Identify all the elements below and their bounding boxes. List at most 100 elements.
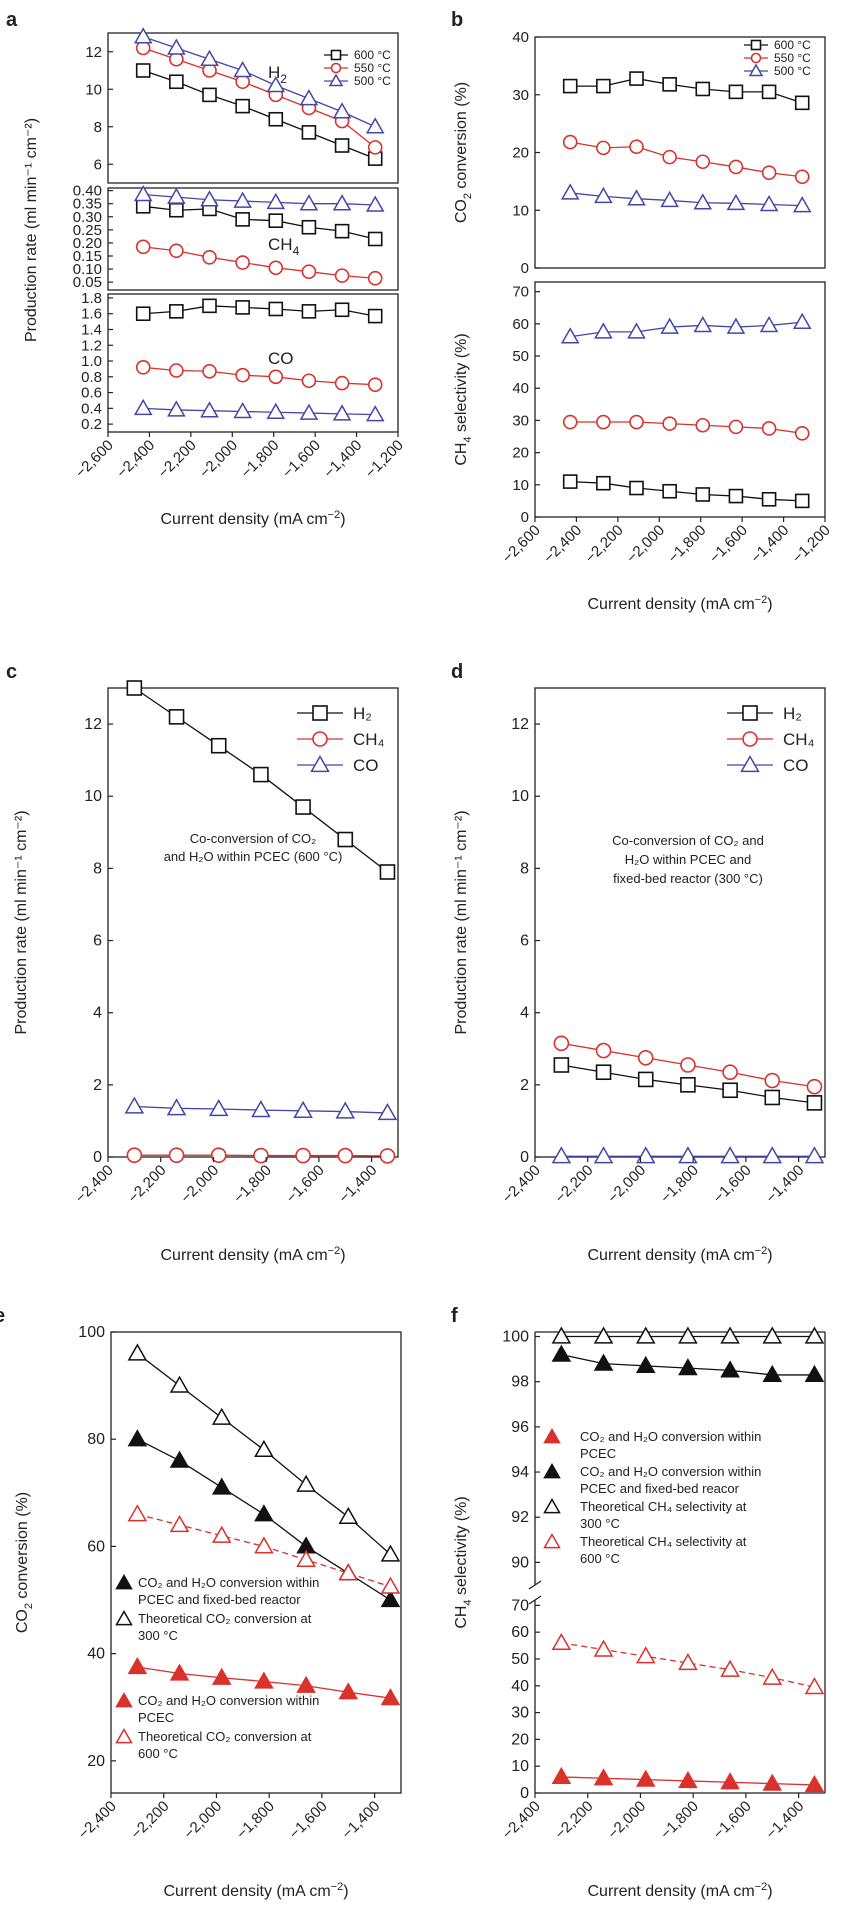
series-0-point xyxy=(253,766,269,783)
series-0-point xyxy=(595,1064,612,1081)
series-2-point xyxy=(762,1326,783,1344)
series-1-point xyxy=(338,1506,359,1525)
panel-e: e 20 40 60 80 100 −2,400−2,200−2,000−1,800−1,6… xyxy=(0,1305,402,1900)
legend-label: CO xyxy=(783,756,809,775)
y-tick-label: 30 xyxy=(512,87,529,104)
series-CH4sel-2-point xyxy=(693,315,713,333)
series-CO2conv-0-point xyxy=(728,84,744,100)
legend-marker xyxy=(115,1573,133,1590)
x-axis-label: Current density (mA cm−2) xyxy=(163,1881,348,1900)
series-CO2conv-0-point xyxy=(761,84,777,100)
legend-marker xyxy=(750,39,762,51)
series-CH4sel-0-point xyxy=(662,483,677,499)
series-CO-2-point xyxy=(266,402,286,420)
x-axis-label-close: ) xyxy=(340,511,345,528)
series-CH4sel-2-point xyxy=(560,327,580,344)
subplot-CH4: 0.050.100.150.200.250.300.350.40 CH4 xyxy=(73,183,399,291)
panel-label: e xyxy=(0,1305,5,1327)
series-2-point xyxy=(720,1146,740,1164)
legend-label: PCEC xyxy=(138,1710,174,1725)
legend-marker xyxy=(310,754,330,773)
x-tick-label: −1,600 xyxy=(710,1798,755,1843)
x-tick-label: −2,400 xyxy=(72,1162,117,1207)
x-tick-label: −2,400 xyxy=(499,1798,544,1843)
y-axis-label-main: CO xyxy=(14,1609,31,1633)
y-tick-label: 0.8 xyxy=(81,369,102,386)
plot-frame xyxy=(534,281,826,518)
panel-d: d 0 2 4 6 8 10 12 −2,400 −2,200 −2,000 −1,800 −1,600… xyxy=(451,661,826,1264)
y-axis-label-main: CH xyxy=(453,1606,470,1629)
y-tick-label: 40 xyxy=(512,29,529,46)
series-1-point xyxy=(253,1147,269,1164)
legend-marker xyxy=(312,705,328,721)
y-axis-label-sub: 4 xyxy=(462,436,474,442)
x-tick-label: −2,400 xyxy=(113,437,158,482)
legend-label: Theoretical CH₄ selectivity at xyxy=(580,1499,747,1514)
legend-label: CO₂ and H₂O conversion within xyxy=(138,1575,319,1590)
legend-label: CO₂ and H₂O conversion within xyxy=(580,1464,761,1479)
series-CH4-0-point xyxy=(135,199,151,214)
axis-break-mark xyxy=(528,1595,542,1605)
series-2-point xyxy=(762,1146,783,1164)
y-tick-label: 20 xyxy=(512,445,529,462)
y-axis-label: CH4 selectivity (%) xyxy=(453,1496,474,1628)
legend-marker xyxy=(742,731,758,747)
x-axis-label-close: ) xyxy=(767,1883,772,1900)
x-axis-label-sup: −2 xyxy=(328,509,341,521)
series-1-point xyxy=(379,1148,396,1164)
x-tick-label: −2,200 xyxy=(552,1162,597,1207)
y-tick-label: 50 xyxy=(512,348,529,365)
y-tick-label: 4 xyxy=(520,1005,529,1022)
x-axis-label-text: Current density (mA cm xyxy=(587,1247,754,1264)
legend-marker xyxy=(543,1532,561,1549)
x-tick-label: −2,200 xyxy=(552,1798,597,1843)
x-tick-label: −1,200 xyxy=(789,522,834,567)
series-0-point xyxy=(806,1095,823,1111)
series-H2-2-point xyxy=(266,75,286,93)
x-tick-label: −2,400 xyxy=(540,522,585,567)
series-2-point xyxy=(377,1102,398,1121)
y-axis-label-sub: 2 xyxy=(23,1603,35,1609)
series-0-point xyxy=(720,1772,740,1790)
y-axis-label-rest: conversion (%) xyxy=(453,82,470,193)
series-CO-2-point xyxy=(133,398,153,416)
series-CH4sel-1-point xyxy=(596,414,611,430)
series-0-point xyxy=(678,1770,698,1789)
y-tick-label: 6 xyxy=(520,933,529,950)
series-CO2conv-2-point xyxy=(660,190,679,208)
panel-label: a xyxy=(6,9,18,31)
y-axis-label-sub: 4 xyxy=(462,1599,474,1605)
annotation-line: and H₂O within PCEC (600 °C) xyxy=(164,849,343,864)
series-2-point xyxy=(335,1101,356,1119)
series-2-point xyxy=(678,1146,698,1164)
series-CO2conv-1-point xyxy=(562,134,578,150)
series-1-point xyxy=(635,1355,656,1374)
x-tick-label: −2,000 xyxy=(605,1162,650,1207)
panel-label: c xyxy=(6,661,17,683)
y-tick-label: 50 xyxy=(511,1651,529,1668)
series-3-point xyxy=(551,1632,572,1651)
legend-label: CO xyxy=(353,756,379,775)
series-H2-0-point xyxy=(235,98,250,114)
series-CH4sel-1-point xyxy=(695,417,711,433)
x-axis-label-sup: −2 xyxy=(328,1245,341,1257)
x-tick-label: −1,800 xyxy=(657,1162,702,1207)
series-3-point xyxy=(720,1659,740,1677)
x-axis-label-close: ) xyxy=(767,596,772,613)
y-tick-label: 10 xyxy=(512,477,529,494)
series-CH4sel-2-point xyxy=(759,315,779,333)
x-axis-label-text: Current density (mA cm xyxy=(160,511,327,528)
y-tick-label: 12 xyxy=(85,44,102,61)
legend-label: 600 °C xyxy=(580,1551,620,1566)
legend-label: 500 °C xyxy=(774,64,811,78)
y-axis-label-sub: 2 xyxy=(462,193,474,199)
plot-frame xyxy=(110,1331,402,1794)
plot-frame xyxy=(107,293,399,433)
legend-marker xyxy=(740,754,760,773)
y-tick-label: 2 xyxy=(520,1077,529,1094)
y-tick-label: 4 xyxy=(93,1005,102,1022)
series-CH4-2-point xyxy=(266,192,286,210)
panel-a: a681012H20.050.100.150.200.250.300.350.4… xyxy=(6,9,407,528)
series-CH4-0-point xyxy=(334,223,350,239)
subplot-series-label: H2 xyxy=(268,63,287,86)
